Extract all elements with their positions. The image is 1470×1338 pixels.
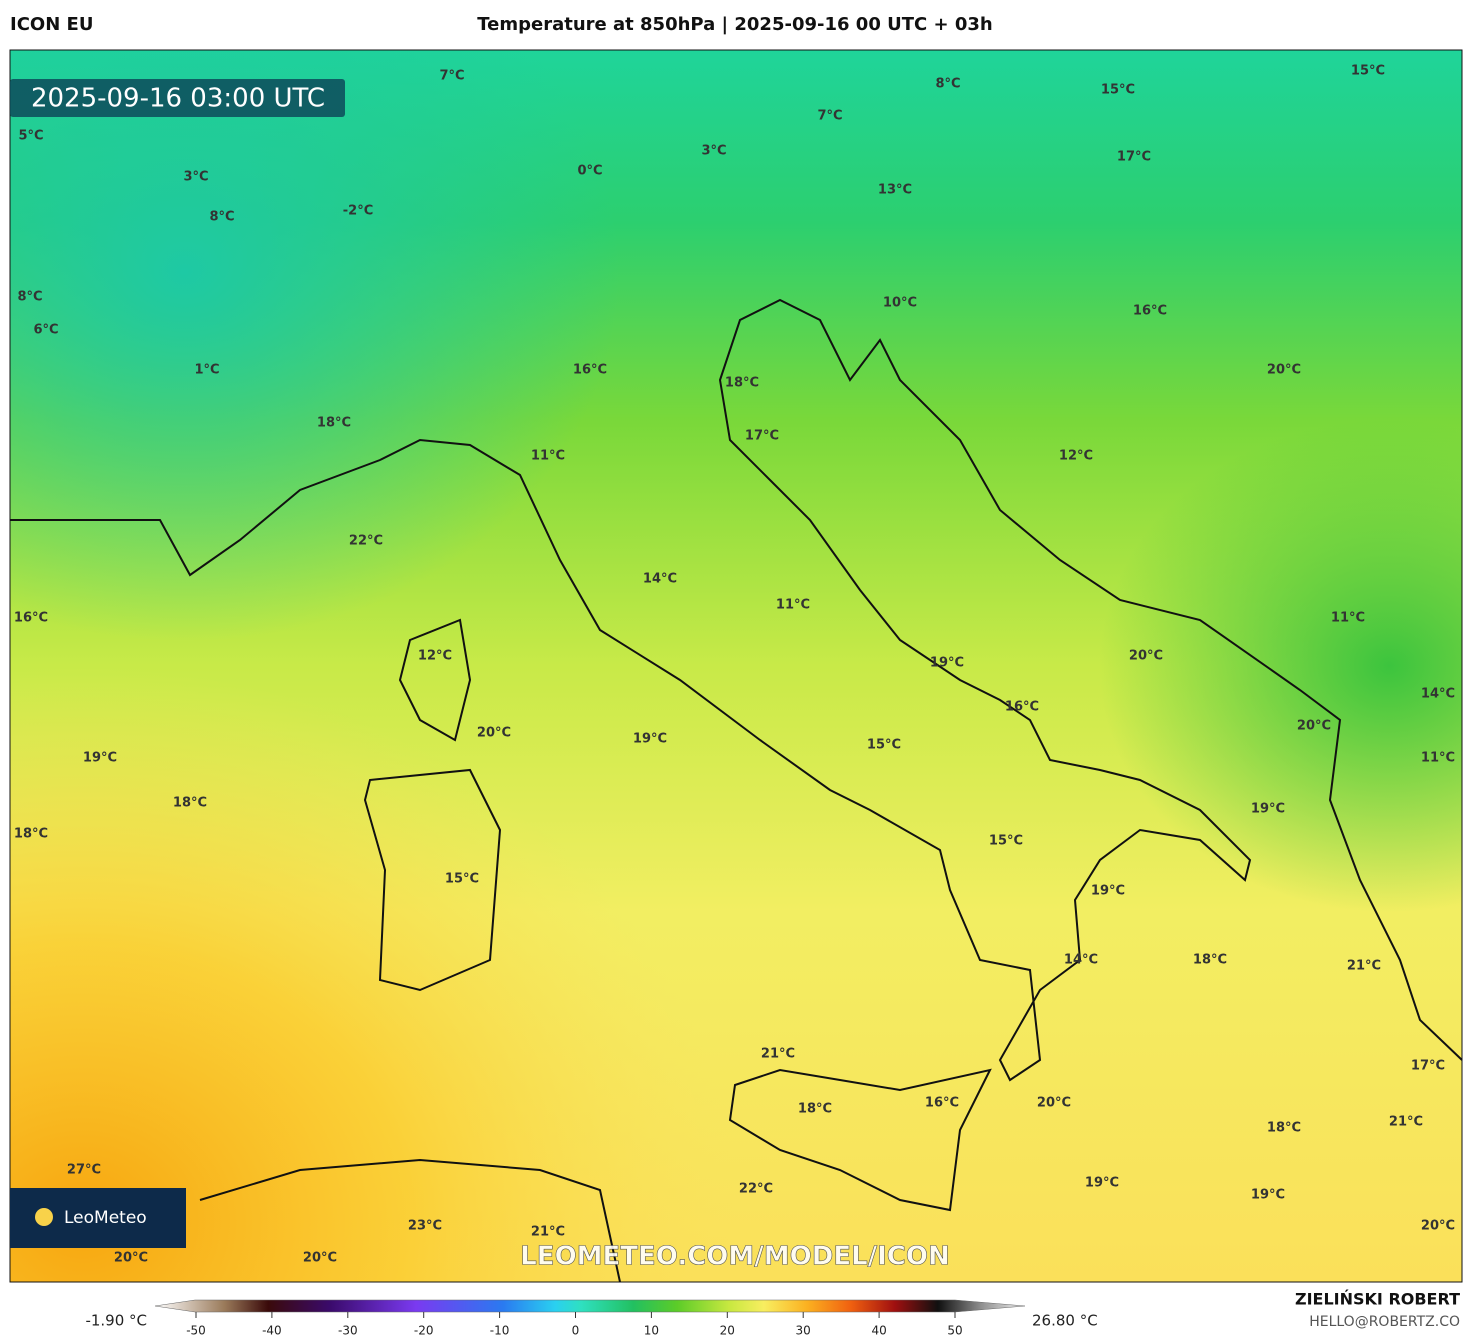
- title: Temperature at 850hPa | 2025-09-16 00 UT…: [477, 14, 992, 35]
- temperature-label: 11°C: [1421, 751, 1455, 766]
- temperature-label: 18°C: [173, 796, 207, 811]
- timestamp-box: [10, 79, 345, 117]
- colorbar-tick-label: 30: [796, 1324, 811, 1338]
- colorbar-tick-label: 40: [871, 1324, 886, 1338]
- temperature-label: 11°C: [776, 598, 810, 613]
- temperature-label: 21°C: [761, 1047, 795, 1062]
- temperature-label: 20°C: [1037, 1096, 1071, 1111]
- temperature-label: 11°C: [1331, 611, 1365, 626]
- temperature-label: 21°C: [1389, 1115, 1423, 1130]
- temperature-label: 18°C: [14, 827, 48, 842]
- colorbar-tick-label: -40: [262, 1324, 282, 1338]
- temperature-label: 7°C: [817, 109, 842, 124]
- temperature-label: 12°C: [1059, 449, 1093, 464]
- temperature-label: 14°C: [1064, 953, 1098, 968]
- colorbar-min: -1.90 °C: [85, 1312, 147, 1330]
- temperature-label: 20°C: [1421, 1219, 1455, 1234]
- temperature-label: 3°C: [183, 170, 208, 185]
- colorbar-tick-label: 0: [572, 1324, 580, 1338]
- temperature-label: -2°C: [343, 204, 373, 219]
- temperature-label: 19°C: [1091, 884, 1125, 899]
- temperature-label: 21°C: [1347, 959, 1381, 974]
- coastline: [728, 1068, 992, 1212]
- temperature-label: 16°C: [925, 1096, 959, 1111]
- model-name: ICON EU: [10, 14, 93, 35]
- temperature-label: 13°C: [878, 183, 912, 198]
- colorbar-tick-label: -30: [338, 1324, 358, 1338]
- temperature-label: 8°C: [17, 290, 42, 305]
- temperature-label: 20°C: [1129, 649, 1163, 664]
- temperature-label: 8°C: [935, 77, 960, 92]
- map-field: [10, 50, 1462, 1282]
- logo: LeoMeteo: [64, 1208, 147, 1228]
- temperature-label: 16°C: [14, 611, 48, 626]
- temperature-label: 14°C: [1421, 687, 1455, 702]
- temperature-label: 15°C: [867, 738, 901, 753]
- temperature-label: 10°C: [883, 296, 917, 311]
- author: ZIELIŃSKI ROBERT: [1295, 1290, 1460, 1309]
- temperature-label: 18°C: [1267, 1121, 1301, 1136]
- coastline: [363, 618, 502, 992]
- temperature-label: 0°C: [577, 164, 602, 179]
- temperature-label: 20°C: [1267, 363, 1301, 378]
- timestamp: 2025-09-16 03:00 UTC: [31, 84, 325, 114]
- temperature-label: 17°C: [1411, 1059, 1445, 1074]
- temperature-label: 22°C: [349, 534, 383, 549]
- temperature-label: 16°C: [1005, 700, 1039, 715]
- temperature-label: 17°C: [745, 429, 779, 444]
- coastline: [10, 298, 1463, 1082]
- temperature-label: 20°C: [303, 1251, 337, 1266]
- temperature-label: 22°C: [739, 1182, 773, 1197]
- temperature-label: 14°C: [643, 572, 677, 587]
- map-frame: [9, 49, 1463, 1283]
- temperature-label: 20°C: [114, 1251, 148, 1266]
- temperature-label: 19°C: [1251, 1188, 1285, 1203]
- temperature-label: 19°C: [930, 656, 964, 671]
- temperature-label: 19°C: [1251, 802, 1285, 817]
- temperature-label: 16°C: [1133, 304, 1167, 319]
- temperature-label: 15°C: [1351, 64, 1385, 79]
- temperature-label: 27°C: [67, 1163, 101, 1178]
- colorbar-ticks: -50 -40 -30 -20 -10 0 10 20 30 40 50: [186, 1312, 963, 1338]
- watermark: LEOMETEO.COM/MODEL/ICON: [520, 1242, 950, 1272]
- temperature-label: 15°C: [989, 834, 1023, 849]
- temperature-label: 20°C: [1297, 719, 1331, 734]
- temperature-label: 3°C: [701, 144, 726, 159]
- temperature-label: 11°C: [531, 449, 565, 464]
- temperature-label: 5°C: [18, 129, 43, 144]
- temperature-labels: 7°C 8°C 15°C 15°C 5°C 7°C 3°C 0°C 17°C 3°C 13°C 8°C…: [14, 64, 1455, 1266]
- coastline: [199, 1158, 621, 1283]
- temperature-label: 18°C: [1193, 953, 1227, 968]
- colorbar-tick-label: 10: [644, 1324, 659, 1338]
- temperature-label: 18°C: [317, 416, 351, 431]
- temperature-label: 20°C: [477, 726, 511, 741]
- temperature-label: 15°C: [1101, 83, 1135, 98]
- colorbar: [154, 1299, 1026, 1313]
- colorbar-tick-label: 20: [720, 1324, 735, 1338]
- temperature-label: 6°C: [33, 323, 58, 338]
- temperature-label: 19°C: [633, 732, 667, 747]
- temperature-label: 12°C: [418, 649, 452, 664]
- temperature-label: 18°C: [798, 1102, 832, 1117]
- temperature-label: 1°C: [194, 363, 219, 378]
- temperature-label: 18°C: [725, 376, 759, 391]
- temperature-label: 23°C: [408, 1219, 442, 1234]
- contact: HELLO@ROBERTZ.CO: [1309, 1314, 1460, 1330]
- temperature-label: 16°C: [573, 363, 607, 378]
- map: 2025-09-16 03:00 UTC LeoMeteo LEOMETEO.C…: [9, 49, 1463, 1283]
- temperature-label: 15°C: [445, 872, 479, 887]
- temperature-label: 19°C: [1085, 1176, 1119, 1191]
- colorbar-tick-label: -20: [414, 1324, 434, 1338]
- logo-sun: [35, 1208, 53, 1226]
- temperature-label: 8°C: [209, 210, 234, 225]
- colorbar-max: 26.80 °C: [1032, 1312, 1098, 1330]
- temperature-label: 7°C: [439, 69, 464, 84]
- colorbar-tick-label: 50: [947, 1324, 962, 1338]
- colorbar-tick-label: -50: [186, 1324, 206, 1338]
- temperature-label: 19°C: [83, 751, 117, 766]
- temperature-label: 17°C: [1117, 150, 1151, 165]
- colorbar-tick-label: -10: [490, 1324, 510, 1338]
- temperature-label: 21°C: [531, 1225, 565, 1240]
